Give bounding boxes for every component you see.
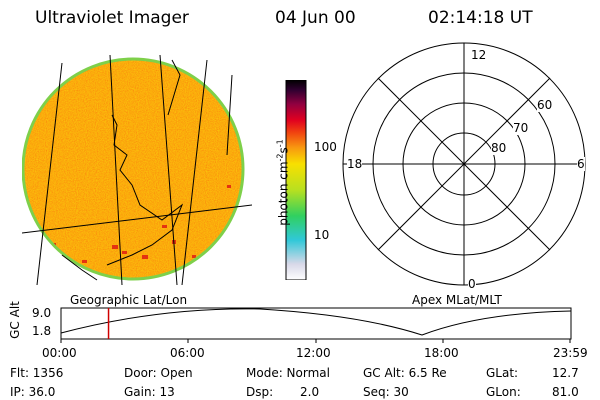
orbit-xtick-0600: 06:00 [170, 346, 205, 360]
seq-value: Seq: 30 [363, 385, 409, 399]
colorbar-label-text: photon cm [276, 161, 291, 226]
gain-value: Gain: 13 [124, 385, 175, 399]
colorbar-tick-10: 10 [314, 228, 330, 242]
colorbar-label-exp1: -2 [275, 153, 285, 162]
orbit-xtick-0000: 00:00 [42, 346, 77, 360]
color-scale-bar [285, 80, 307, 280]
orbit-ytick-low: 1.8 [32, 324, 52, 338]
mlat-label-60: 60 [537, 98, 553, 112]
orbit-xtick-1200: 12:00 [296, 346, 331, 360]
polar-mlat-mlt-plot [342, 42, 586, 286]
colorbar-label-s: s [276, 147, 291, 154]
orbit-ylabel: GC Alt [7, 301, 22, 339]
ip-value: IP: 36.0 [10, 385, 56, 399]
mlt-label-12: 12 [471, 48, 487, 62]
mlt-label-18: 18 [347, 157, 363, 171]
colorbar-label: photon cm-2s-1 [276, 108, 291, 258]
mlat-label-70: 70 [513, 121, 529, 135]
glat-label: GLat: [486, 366, 519, 380]
orbit-xtick-1800: 18:00 [424, 346, 459, 360]
mode-value: Mode: Normal [246, 366, 330, 380]
time-label: 02:14:18 UT [428, 8, 533, 28]
gc-alt-value: GC Alt: 6.5 Re [363, 366, 447, 380]
glat-value: 12.7 [552, 366, 579, 380]
colorbar-tick-100: 100 [314, 140, 337, 154]
flight-number: Flt: 1356 [10, 366, 64, 380]
apex-label: Apex MLat/MLT [412, 293, 502, 307]
geographic-label: Geographic Lat/Lon [70, 293, 188, 307]
mlt-label-6: 6 [577, 157, 585, 171]
glon-label: GLon: [486, 385, 521, 399]
colorbar-label-exp2: -1 [275, 139, 285, 148]
dsp-label: Dsp: [246, 385, 274, 399]
uv-globe-image [22, 55, 252, 285]
orbit-ytick-high: 9.0 [32, 306, 52, 320]
date-label: 04 Jun 00 [275, 8, 356, 28]
instrument-title: Ultraviolet Imager [35, 8, 189, 28]
orbit-altitude-plot [60, 307, 572, 343]
dsp-value: 2.0 [300, 385, 320, 399]
orbit-xtick-2359: 23:59 [553, 346, 588, 360]
door-status: Door: Open [124, 366, 193, 380]
mlt-label-0: 0 [468, 277, 476, 291]
glon-value: 81.0 [552, 385, 579, 399]
mlat-label-80: 80 [491, 141, 507, 155]
